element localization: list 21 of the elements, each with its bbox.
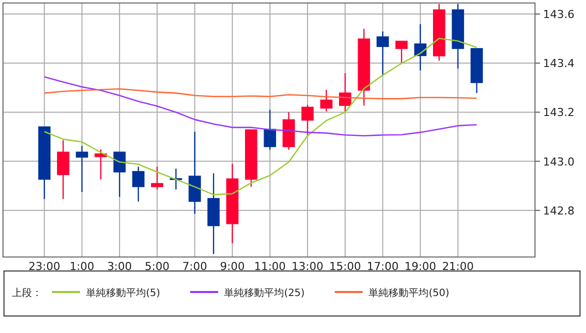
xtick: 13:00 <box>292 260 324 273</box>
xtick: 1:00 <box>70 260 94 273</box>
ytick: 143.2 <box>543 106 574 120</box>
xtick: 5:00 <box>144 260 170 273</box>
legend-label: 単純移動平均(25) <box>224 287 305 299</box>
xtick: 7:00 <box>182 260 208 273</box>
xtick: 3:00 <box>107 260 132 273</box>
legend-label: 単純移動平均(5) <box>86 287 160 299</box>
ytick: 143.0 <box>543 155 574 168</box>
ytick: 143.4 <box>543 57 574 70</box>
legend-label: 単純移動平均(50) <box>368 287 450 299</box>
legend-title: 上段： <box>12 287 42 299</box>
xtick: 19:00 <box>404 260 436 273</box>
xtick: 17:00 <box>366 260 399 273</box>
xtick: 15:00 <box>329 260 361 273</box>
ytick: 143.6 <box>543 8 574 22</box>
xtick: 9:00 <box>220 260 245 273</box>
xtick: 21:00 <box>442 260 474 273</box>
xtick: 11:00 <box>254 260 286 273</box>
ytick: 142.8 <box>543 204 574 218</box>
xtick: 23:00 <box>28 260 60 273</box>
